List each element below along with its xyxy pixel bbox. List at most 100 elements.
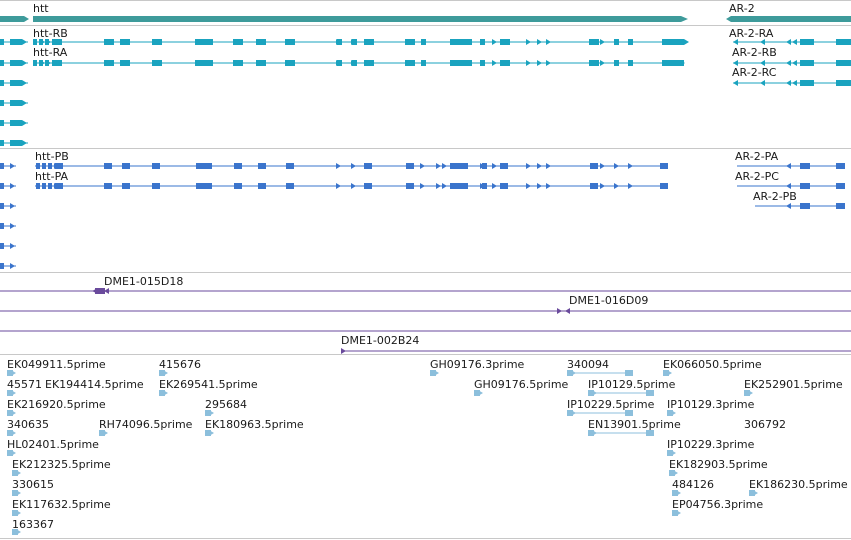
- est-arrow: [209, 430, 214, 436]
- est-arrow: [11, 450, 16, 456]
- exon-arrow: [546, 163, 551, 169]
- exon-arrow: [786, 163, 791, 169]
- transcript-label: htt-RA: [33, 46, 68, 59]
- est-label: EK252901.5prime: [744, 378, 843, 391]
- est-label: EK066050.5prime: [663, 358, 762, 371]
- exon-block: [152, 39, 162, 45]
- est-block: [12, 470, 18, 476]
- exon-block: [10, 140, 22, 146]
- est-block: [567, 410, 573, 416]
- clone-arrow: [341, 348, 346, 354]
- end-arrow: [22, 60, 27, 66]
- exon-block: [0, 80, 4, 86]
- est-arrow: [478, 390, 483, 396]
- end-arrow: [22, 140, 27, 146]
- exon-block: [195, 39, 213, 45]
- exon-block: [256, 39, 266, 45]
- exon-block: [196, 163, 212, 169]
- est-arrow: [434, 370, 439, 376]
- exon-arrow: [546, 183, 551, 189]
- est-label: 306792: [744, 418, 786, 431]
- exon-arrow: [600, 183, 605, 189]
- est-label: 330615: [12, 478, 54, 491]
- est-block: [625, 410, 633, 416]
- est-label: 163367: [12, 518, 54, 531]
- exon-block: [195, 60, 213, 66]
- est-block: [99, 430, 105, 436]
- est-arrow: [592, 430, 597, 436]
- exon-block: [836, 80, 851, 86]
- exon-arrow: [792, 39, 797, 45]
- exon-block: [0, 203, 4, 209]
- exon-arrow: [537, 183, 542, 189]
- exon-block: [286, 163, 294, 169]
- end-arrow: [10, 223, 15, 229]
- gene-label: AR-2: [729, 2, 755, 15]
- exon-arrow: [122, 163, 127, 169]
- est-block: [646, 430, 654, 436]
- exon-block: [258, 183, 266, 189]
- est-arrow: [671, 450, 676, 456]
- clone-end-block: [95, 288, 105, 294]
- exon-block: [450, 183, 468, 189]
- est-label: EK182903.5prime: [669, 458, 768, 471]
- end-arrow: [10, 243, 15, 249]
- exon-arrow: [786, 60, 791, 66]
- exon-block: [285, 60, 295, 66]
- exon-block: [836, 60, 851, 66]
- exon-arrow: [786, 80, 791, 86]
- gene-arrow: [726, 16, 731, 22]
- exon-arrow: [600, 60, 605, 66]
- end-arrow: [22, 100, 27, 106]
- est-block: [7, 410, 13, 416]
- track-separator-protein: [0, 272, 851, 273]
- exon-arrow: [48, 163, 53, 169]
- est-label: 415676: [159, 358, 201, 371]
- exon-block: [104, 163, 112, 169]
- est-block: [588, 430, 594, 436]
- exon-arrow: [122, 183, 127, 189]
- exon-block: [500, 163, 508, 169]
- exon-arrow: [628, 39, 633, 45]
- est-label: EK212325.5prime: [12, 458, 111, 471]
- exon-block: [800, 203, 810, 209]
- est-block: [672, 490, 678, 496]
- est-label: EK216920.5prime: [7, 398, 106, 411]
- exon-block: [104, 183, 112, 189]
- est-block: [7, 390, 13, 396]
- est-arrow: [748, 390, 753, 396]
- est-arrow: [209, 410, 214, 416]
- est-arrow: [16, 529, 21, 535]
- exon-block: [234, 163, 242, 169]
- exon-arrow: [351, 39, 356, 45]
- clone-arrow: [557, 308, 562, 314]
- est-block: [669, 470, 675, 476]
- end-arrow: [733, 60, 738, 66]
- exon-block: [500, 183, 508, 189]
- est-label: 484126: [672, 478, 714, 491]
- exon-block: [836, 39, 851, 45]
- exon-block: [406, 183, 414, 189]
- transcript-label: AR-2-PC: [735, 170, 779, 183]
- exon-arrow: [492, 60, 497, 66]
- gene-label: htt: [33, 2, 49, 15]
- exon-arrow: [760, 80, 765, 86]
- track-separator-genes: [0, 25, 851, 26]
- end-arrow: [733, 80, 738, 86]
- exon-block: [450, 163, 468, 169]
- clone-arrow: [104, 288, 109, 294]
- exon-arrow: [351, 163, 356, 169]
- exon-block: [0, 60, 4, 66]
- est-label: EN13901.5prime: [588, 418, 681, 431]
- track-separator-clones: [0, 354, 851, 355]
- exon-arrow: [40, 60, 45, 66]
- exon-block: [364, 183, 372, 189]
- est-block: [646, 390, 654, 396]
- exon-arrow: [442, 163, 447, 169]
- est-label: EK186230.5prime: [749, 478, 848, 491]
- est-label: IP10229.5prime: [567, 398, 655, 411]
- est-block: [159, 390, 165, 396]
- est-arrow: [673, 470, 678, 476]
- exon-block: [500, 39, 510, 45]
